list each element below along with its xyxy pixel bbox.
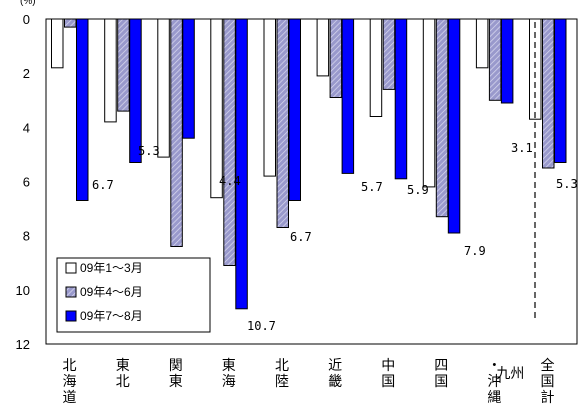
bar-series-2 bbox=[223, 18, 236, 266]
bar-series-2 bbox=[435, 18, 449, 218]
category-label: 全 bbox=[541, 357, 555, 374]
category-label: 中 bbox=[381, 358, 395, 374]
bar-series-3 bbox=[394, 18, 408, 180]
category-label: 道 bbox=[63, 390, 77, 406]
bar-series-2 bbox=[542, 18, 555, 169]
bar-series-3 bbox=[447, 18, 461, 234]
bar-series-1 bbox=[475, 18, 489, 69]
bar-series-3 bbox=[129, 18, 142, 163]
bar-series-1 bbox=[263, 18, 276, 177]
y-tick-label: 6 bbox=[23, 175, 30, 190]
data-label: 5.7 bbox=[361, 180, 383, 194]
data-label: 7.9 bbox=[464, 244, 486, 258]
bar-series-2 bbox=[117, 18, 130, 112]
category-label: 国 bbox=[541, 374, 555, 390]
bar-series-3 bbox=[554, 18, 567, 163]
category-label: 東 bbox=[116, 358, 130, 374]
data-label: 4.4 bbox=[219, 174, 241, 188]
category-label: 近 bbox=[328, 358, 342, 374]
bar-series-2 bbox=[64, 18, 77, 28]
y-tick-label: 4 bbox=[23, 120, 30, 135]
bar-series-2 bbox=[488, 18, 502, 101]
y-tick-label: 0 bbox=[23, 12, 30, 27]
bar-series-1 bbox=[316, 18, 330, 77]
y-tick-label: 8 bbox=[23, 229, 30, 244]
bar-series-2 bbox=[382, 18, 396, 90]
category-label: 国 bbox=[434, 374, 448, 390]
legend-box bbox=[56, 257, 211, 333]
bar-series-3 bbox=[182, 18, 195, 139]
data-label: 5.3 bbox=[138, 144, 160, 158]
bar-series-1 bbox=[422, 18, 436, 188]
bar-series-1 bbox=[104, 18, 117, 123]
data-label: 6.7 bbox=[290, 230, 312, 244]
bar-series-1 bbox=[157, 18, 170, 158]
category-label: 陸 bbox=[275, 374, 289, 390]
bar-series-3 bbox=[341, 18, 355, 174]
bar-series-3 bbox=[288, 18, 301, 201]
bar-series-2 bbox=[170, 18, 183, 247]
bar-series-3 bbox=[76, 18, 89, 201]
data-label: 5.9 bbox=[407, 183, 429, 197]
category-label: 四 bbox=[434, 358, 448, 374]
bar-series-1 bbox=[369, 18, 383, 117]
category-label: 東 bbox=[169, 374, 183, 390]
category-label: 東 bbox=[222, 358, 236, 374]
legend-swatch-series-2 bbox=[65, 286, 77, 298]
category-label: 北 bbox=[63, 358, 77, 374]
legend-label-series-1: 09年1～3月 bbox=[80, 261, 143, 275]
category-label: 計 bbox=[541, 390, 555, 406]
category-label-side: 九州 bbox=[496, 366, 524, 382]
y-tick-label: 10 bbox=[16, 283, 30, 298]
legend-label-series-2: 09年4～6月 bbox=[80, 285, 143, 299]
category-label: 北 bbox=[116, 374, 130, 390]
y-axis-ticks: 0 2 4 6 8 10 12 bbox=[16, 12, 30, 352]
bar-series-3 bbox=[235, 18, 248, 310]
category-label: 縄 bbox=[487, 390, 501, 406]
bar-series-3 bbox=[500, 18, 514, 104]
data-label: 5.3 bbox=[556, 177, 578, 191]
category-label: 沖 bbox=[487, 374, 501, 390]
data-label: 3.1 bbox=[511, 141, 533, 155]
plot-area-frame bbox=[45, 18, 578, 345]
category-label: ・ bbox=[487, 358, 501, 374]
data-labels: 6.7 5.3 4.4 10.7 6.7 5.7 5.9 7.9 3.1 5.3 bbox=[92, 141, 578, 333]
category-label: 国 bbox=[381, 374, 395, 390]
legend-swatch-series-3 bbox=[65, 310, 77, 322]
legend-label-series-3: 09年7～8月 bbox=[80, 309, 143, 323]
bar-series-2 bbox=[329, 18, 343, 98]
y-tick-label: 2 bbox=[23, 66, 30, 81]
category-label: 畿 bbox=[328, 374, 342, 390]
legend-swatch-series-1 bbox=[65, 262, 77, 274]
category-label: 海 bbox=[222, 374, 236, 390]
legend: 09年1～3月 09年4～6月 09年7～8月 bbox=[56, 257, 211, 333]
category-label: 海 bbox=[63, 374, 77, 390]
category-label: 北 bbox=[275, 358, 289, 374]
data-label: 10.7 bbox=[247, 319, 276, 333]
y-unit-label: (%) bbox=[20, 0, 36, 7]
bar-series-1 bbox=[51, 18, 64, 69]
y-tick-label: 12 bbox=[16, 337, 30, 352]
data-label: 6.7 bbox=[92, 178, 114, 192]
category-label: 関 bbox=[169, 358, 183, 374]
bar-series-2 bbox=[276, 18, 289, 228]
bar-series-1 bbox=[210, 18, 223, 199]
